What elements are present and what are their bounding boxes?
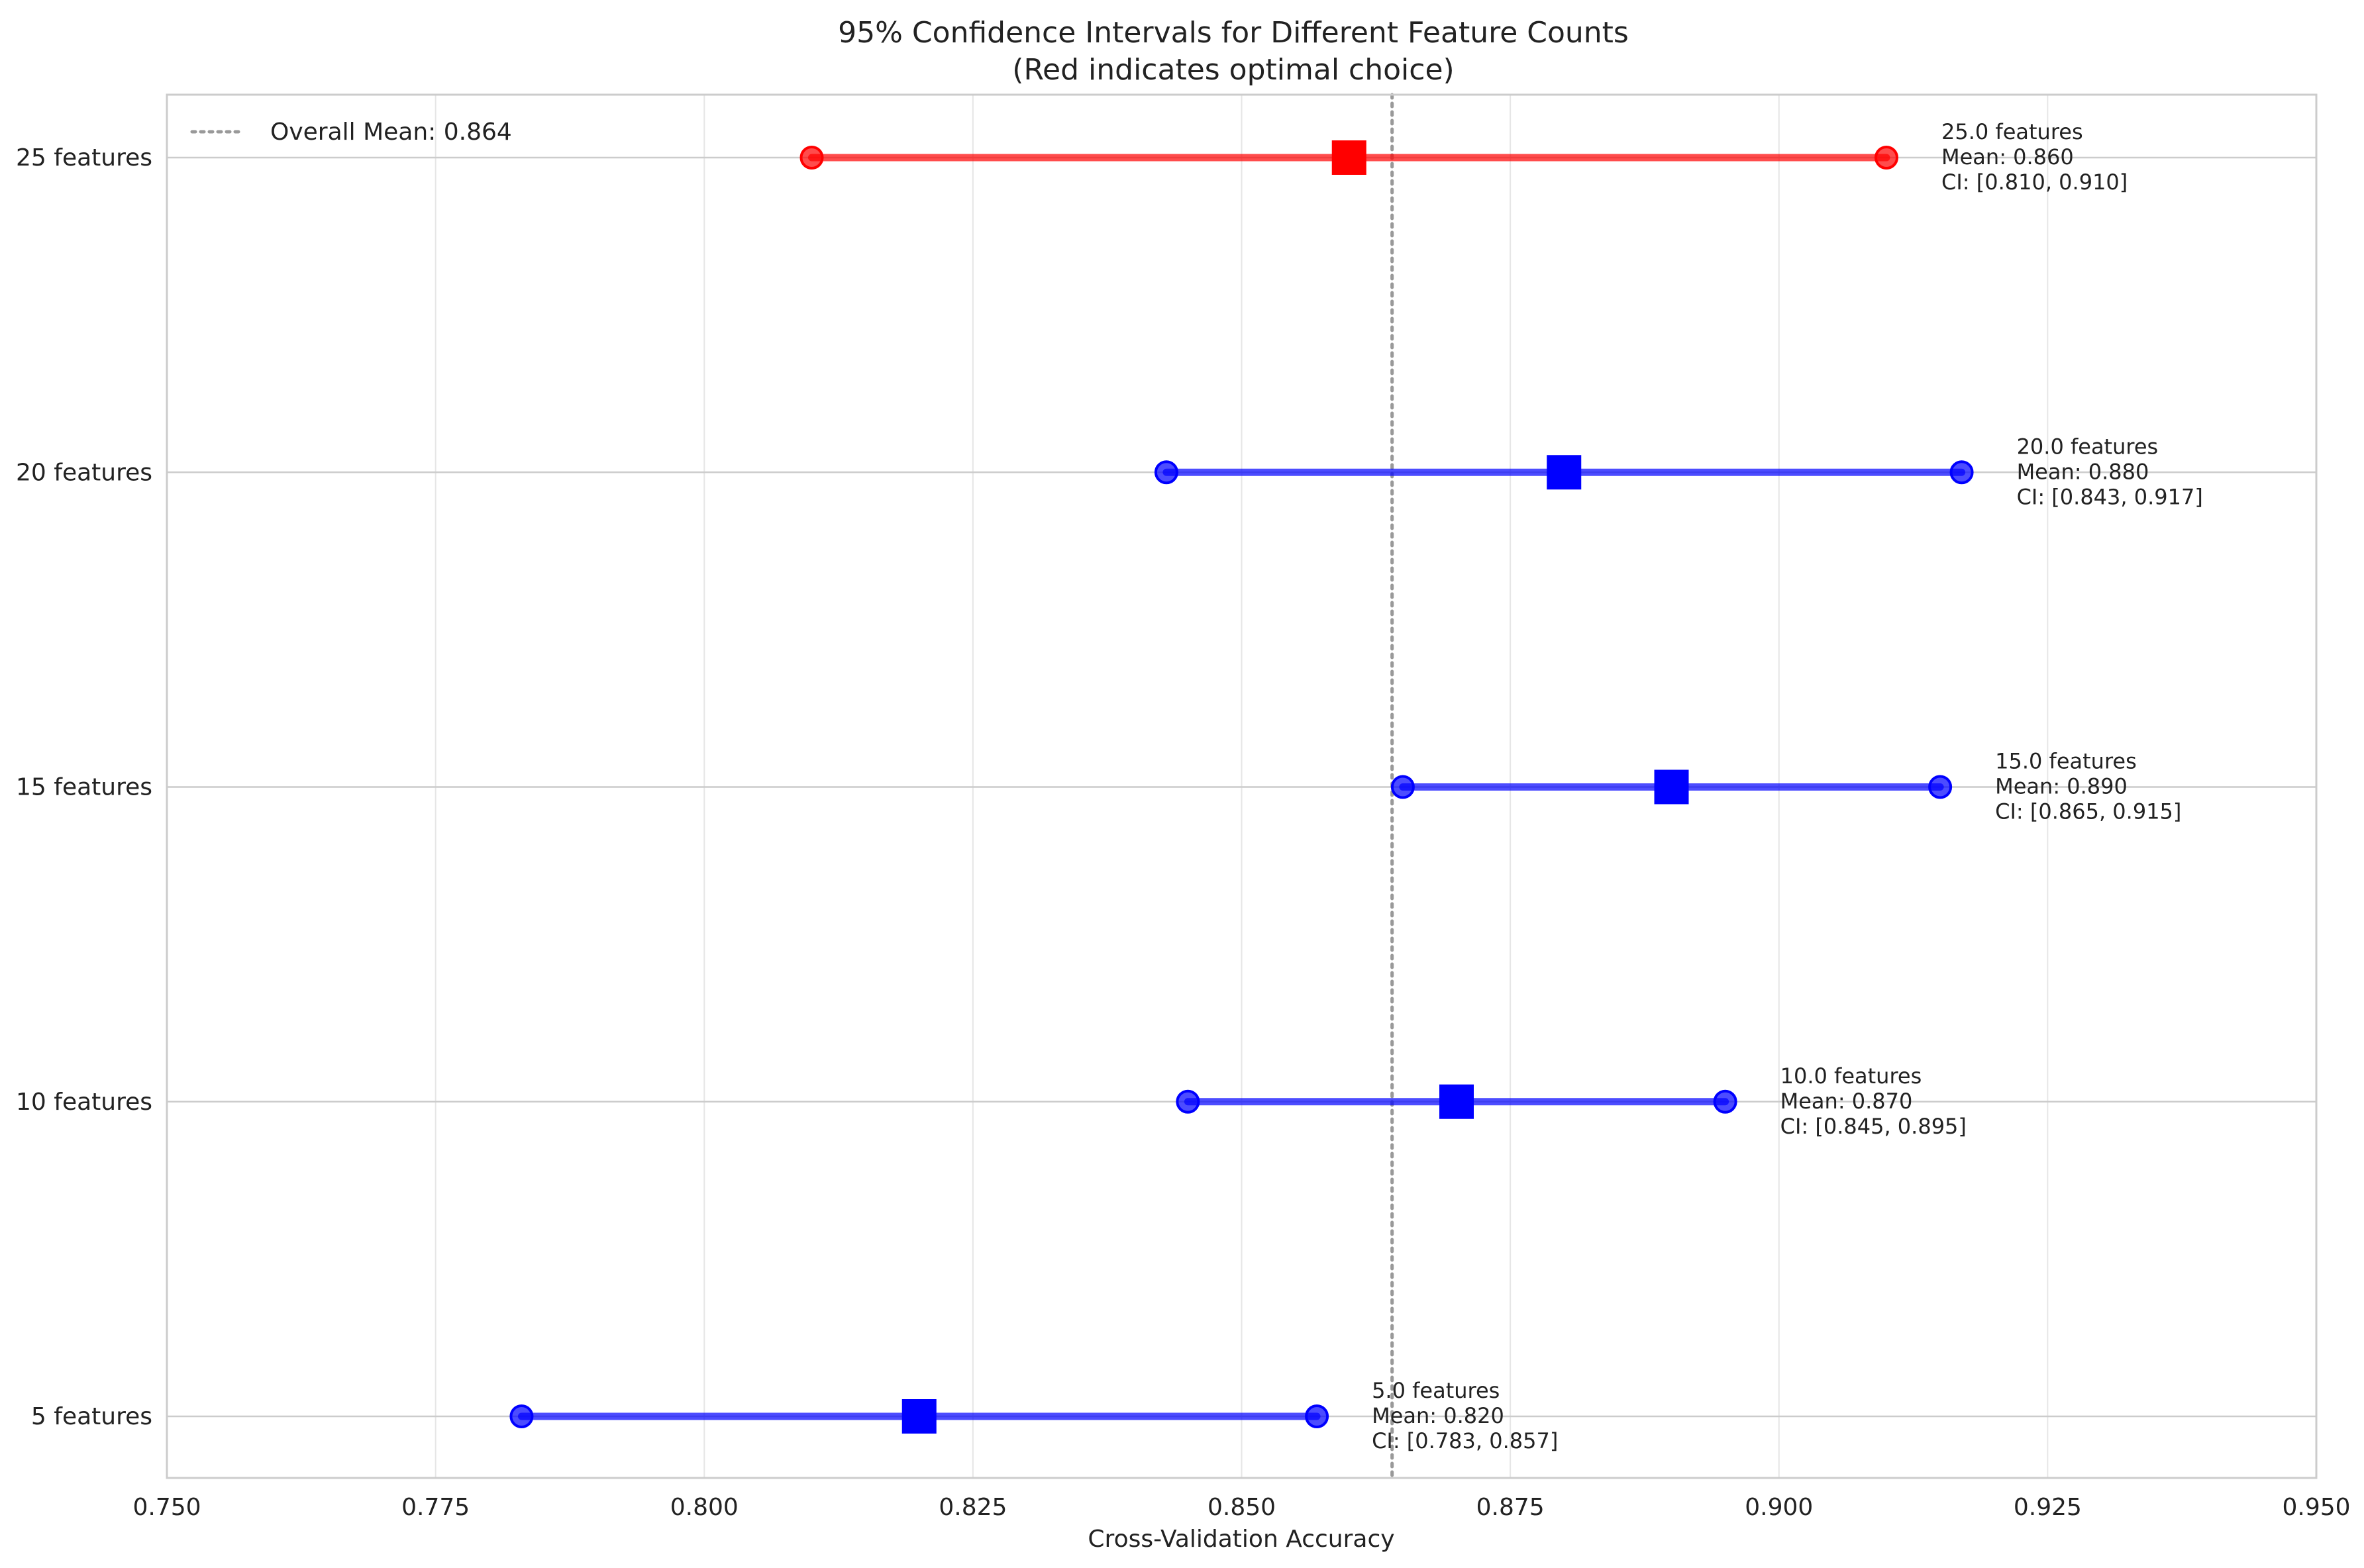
mean-marker xyxy=(1654,769,1689,805)
point-annotation: Mean: 0.820 xyxy=(1372,1403,1504,1428)
point-annotation: Mean: 0.870 xyxy=(1780,1089,1913,1114)
ci-upper-marker xyxy=(1928,775,1953,799)
legend: Overall Mean: 0.864 xyxy=(190,119,512,146)
point-annotation: 5.0 features xyxy=(1372,1378,1500,1403)
y-tick-label: 5 features xyxy=(31,1403,152,1430)
mean-marker xyxy=(1547,455,1582,490)
x-tick-label: 0.825 xyxy=(939,1494,1007,1521)
point-annotation: CI: [0.845, 0.895] xyxy=(1780,1114,1967,1139)
x-tick-label: 0.925 xyxy=(2014,1494,2082,1521)
x-axis-label: Cross-Validation Accuracy xyxy=(1088,1526,1394,1553)
x-tick-label: 0.950 xyxy=(2282,1494,2350,1521)
y-tick-label: 20 features xyxy=(16,459,152,486)
ci-upper-marker xyxy=(1949,460,1974,485)
ci-lower-marker xyxy=(799,146,824,170)
point-annotation: 10.0 features xyxy=(1780,1063,1922,1089)
point-annotation: 20.0 features xyxy=(2017,434,2159,459)
y-tick-label: 15 features xyxy=(16,774,152,801)
point-annotation: CI: [0.843, 0.917] xyxy=(2017,484,2203,509)
plot-frame xyxy=(166,93,2318,1479)
point-annotation: CI: [0.810, 0.910] xyxy=(1941,170,2128,195)
point-annotation: 15.0 features xyxy=(1995,749,2137,774)
ci-upper-marker xyxy=(1713,1089,1737,1114)
ci-lower-marker xyxy=(1390,775,1415,799)
x-tick-label: 0.875 xyxy=(1476,1494,1545,1521)
x-tick-label: 0.775 xyxy=(401,1494,470,1521)
point-annotation: Mean: 0.880 xyxy=(2017,459,2149,484)
ci-lower-marker xyxy=(1154,460,1178,485)
x-tick-label: 0.850 xyxy=(1208,1494,1276,1521)
mean-marker xyxy=(901,1399,937,1434)
point-annotation: 25.0 features xyxy=(1941,119,2083,144)
x-tick-label: 0.900 xyxy=(1745,1494,1813,1521)
point-annotation: CI: [0.865, 0.915] xyxy=(1995,799,2181,824)
point-annotation: Mean: 0.890 xyxy=(1995,774,2128,799)
ci-upper-marker xyxy=(1875,146,1898,170)
chart-subtitle: (Red indicates optimal choice) xyxy=(1012,53,1454,87)
mean-marker xyxy=(1439,1084,1474,1119)
y-tick-label: 25 features xyxy=(16,144,152,172)
point-annotation: Mean: 0.860 xyxy=(1941,144,2074,170)
ci-upper-marker xyxy=(1305,1404,1329,1428)
ci-lower-marker xyxy=(509,1404,534,1428)
x-tick-label: 0.750 xyxy=(132,1494,201,1521)
x-tick-label: 0.800 xyxy=(670,1494,739,1521)
y-tick-label: 10 features xyxy=(16,1089,152,1116)
ci-lower-marker xyxy=(1176,1089,1200,1114)
mean-marker xyxy=(1331,140,1366,175)
legend-label: Overall Mean: 0.864 xyxy=(270,119,512,146)
axes: 0.750 0.775 0.800 0.825 0.850 0.875 0.900 0.925… xyxy=(16,93,2351,1521)
chart-title: 95% Confidence Intervals for Different F… xyxy=(838,16,1629,50)
point-annotation: CI: [0.783, 0.857] xyxy=(1372,1428,1558,1453)
